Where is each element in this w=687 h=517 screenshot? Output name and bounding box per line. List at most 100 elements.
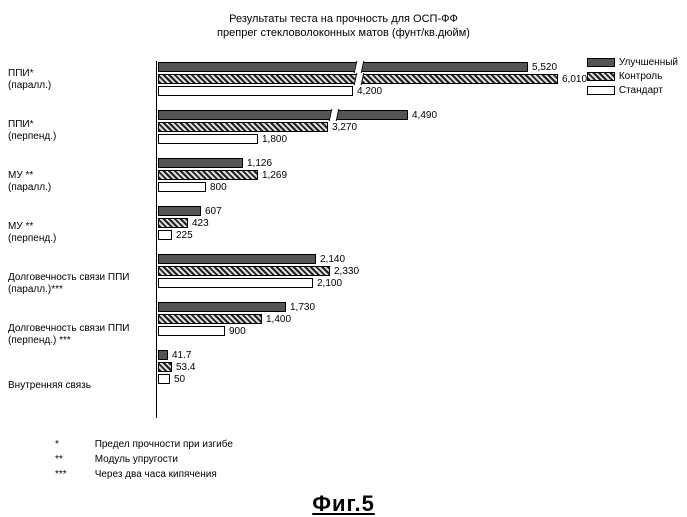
bar-group: 5,520 6,010 4,200 (158, 62, 679, 97)
bar-value: 1,730 (290, 302, 315, 313)
category-label: МУ **(паралл.) (8, 170, 55, 193)
bar-value: 225 (176, 230, 193, 241)
bar-row: 900 (158, 326, 679, 337)
axis-break-icon (354, 73, 365, 85)
bar-control (158, 218, 188, 228)
bar-value: 2,140 (320, 254, 345, 265)
bar-control (158, 170, 258, 180)
bar-row: 3,270 (158, 122, 679, 133)
bar-standard (158, 86, 353, 96)
footnote-mark: *** (55, 468, 93, 481)
chart-area: ППИ*(паралл.) ППИ*(перпенд.) МУ **(паралл.… (8, 61, 679, 418)
title-line1: Результаты теста на прочность для ОСП-ФФ (229, 13, 458, 25)
bar-value: 4,200 (357, 86, 382, 97)
bar-standard (158, 278, 313, 288)
figure-caption: Фиг.5 (8, 491, 679, 517)
bar-row: 423 (158, 218, 679, 229)
bar-value: 3,270 (332, 122, 357, 133)
group-label: Долговечность связи ППИ(паралл.)*** (8, 265, 156, 303)
bar-row: 2,100 (158, 278, 679, 289)
group-label: МУ **(паралл.) (8, 163, 156, 201)
bar-row: 2,140 (158, 254, 679, 265)
bar-value: 53.4 (176, 362, 195, 373)
bar-value: 50 (174, 374, 185, 385)
bar-row: 4,200 (158, 86, 679, 97)
bar-row: 800 (158, 182, 679, 193)
bar-value: 5,520 (532, 62, 557, 73)
bar-group: 2,1402,3302,100 (158, 254, 679, 289)
bar-standard (158, 134, 258, 144)
bar-row: 1,730 (158, 302, 679, 313)
bar-improved (158, 158, 243, 168)
category-label: Внутренняя связь (8, 380, 95, 392)
bar-value: 2,330 (334, 266, 359, 277)
bar-improved (158, 62, 528, 72)
bar-row: 50 (158, 374, 679, 385)
bar-row: 6,010 (158, 74, 679, 85)
bar-value: 800 (210, 182, 227, 193)
group-label: ППИ*(перпенд.) (8, 112, 156, 150)
bar-row: 4,490 (158, 110, 679, 121)
bar-row: 1,800 (158, 134, 679, 145)
category-label: МУ **(перпенд.) (8, 221, 60, 244)
bar-value: 1,800 (262, 134, 287, 145)
bar-row: 41.7 (158, 350, 679, 361)
bar-row: 1,269 (158, 170, 679, 181)
bar-row: 2,330 (158, 266, 679, 277)
bar-improved (158, 206, 201, 216)
bar-standard (158, 374, 170, 384)
bar-row: 1,400 (158, 314, 679, 325)
bar-group: 41.753.450 (158, 350, 679, 385)
footnote-mark: * (55, 438, 93, 451)
bar-control (158, 362, 172, 372)
footnote-row: *Предел прочности при изгибе (55, 438, 259, 451)
bar-control (158, 74, 558, 84)
bar-row: 1,126 (158, 158, 679, 169)
bar-value: 2,100 (317, 278, 342, 289)
bar-control (158, 122, 328, 132)
bar-group: 607423225 (158, 206, 679, 241)
bar-improved (158, 110, 408, 120)
group-label: Внутренняя связь (8, 367, 156, 405)
bar-row: 225 (158, 230, 679, 241)
bar-value: 607 (205, 206, 222, 217)
bars-column: 5,520 6,010 4,200 4,490 3,270 1,800 1,1261,269… (156, 61, 679, 418)
title-line2: препрег стекловолоконных матов (фунт/кв.… (217, 27, 470, 39)
footnotes: *Предел прочности при изгибе **Модуль упр… (53, 436, 679, 483)
axis-break-icon (329, 109, 340, 121)
category-label: Долговечность связи ППИ(перпенд.) *** (8, 323, 133, 346)
category-label: ППИ*(паралл.) (8, 68, 55, 91)
bar-value: 6,010 (562, 74, 587, 85)
footnote-text: Через два часа кипячения (95, 468, 259, 481)
category-label: Долговечность связи ППИ(паралл.)*** (8, 272, 133, 295)
bar-standard (158, 230, 172, 240)
footnote-mark: ** (55, 453, 93, 466)
bar-value: 1,126 (247, 158, 272, 169)
bar-row: 53.4 (158, 362, 679, 373)
bar-control (158, 314, 262, 324)
bar-group: 1,1261,269 800 (158, 158, 679, 193)
group-label: МУ **(перпенд.) (8, 214, 156, 252)
axis-break-icon (354, 61, 365, 73)
footnote-row: **Модуль упругости (55, 453, 259, 466)
category-label: ППИ*(перпенд.) (8, 119, 60, 142)
bar-value: 4,490 (412, 110, 437, 121)
bar-improved (158, 302, 286, 312)
bar-value: 900 (229, 326, 246, 337)
bar-value: 1,400 (266, 314, 291, 325)
group-label: ППИ*(паралл.) (8, 61, 156, 99)
footnotes-table: *Предел прочности при изгибе **Модуль упр… (53, 436, 261, 483)
bar-value: 1,269 (262, 170, 287, 181)
chart-title: Результаты теста на прочность для ОСП-ФФ… (8, 12, 679, 41)
bar-group: 1,7301,400 900 (158, 302, 679, 337)
bar-row: 5,520 (158, 62, 679, 73)
bar-standard (158, 326, 225, 336)
footnote-row: ***Через два часа кипячения (55, 468, 259, 481)
bar-value: 41.7 (172, 350, 191, 361)
bar-improved (158, 350, 168, 360)
bar-group: 4,490 3,270 1,800 (158, 110, 679, 145)
bar-value: 423 (192, 218, 209, 229)
bar-standard (158, 182, 206, 192)
bar-control (158, 266, 330, 276)
bar-row: 607 (158, 206, 679, 217)
